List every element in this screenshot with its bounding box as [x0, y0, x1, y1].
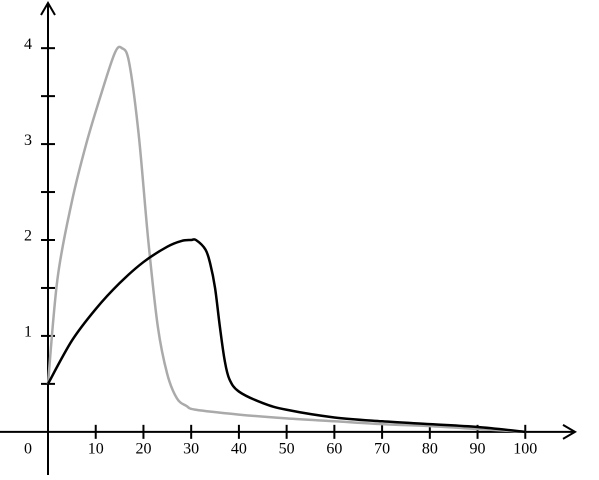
x-tick-label: 20 [135, 441, 151, 458]
x-tick-label: 10 [88, 441, 104, 458]
x-tick-label: 40 [231, 441, 247, 458]
y-tick-label: 4 [24, 36, 32, 53]
line-series [46, 238, 526, 434]
y-tick-label: 3 [24, 132, 32, 149]
x-tick-label: 0 [24, 441, 32, 458]
x-tick-label: 60 [326, 441, 342, 458]
y-axis-arrow [40, 1, 56, 16]
x-tick-label: 90 [470, 441, 486, 458]
x-tick-label: 100 [513, 441, 537, 458]
x-tick-label: 70 [374, 441, 390, 458]
x-tick-label: 50 [279, 441, 295, 458]
y-tick-label: 1 [24, 324, 32, 341]
x-tick-label: 80 [422, 441, 438, 458]
y-tick-label: 2 [24, 228, 32, 245]
x-tick-label: 30 [183, 441, 199, 458]
line-series [46, 45, 526, 434]
x-axis-arrow [562, 423, 577, 440]
